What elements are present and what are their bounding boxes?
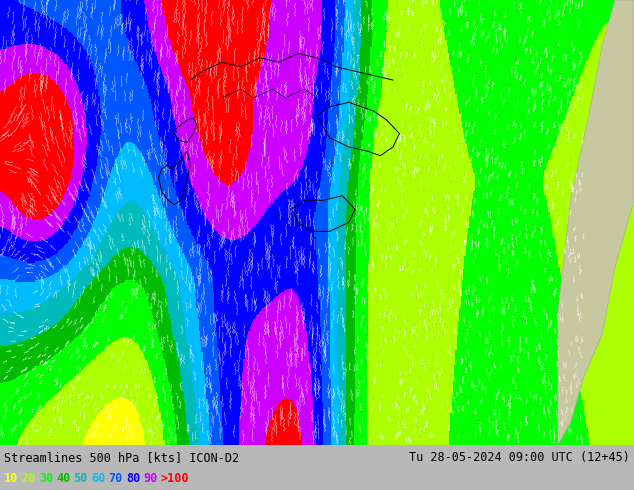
Text: 20: 20 xyxy=(22,472,36,486)
Text: 30: 30 xyxy=(39,472,53,486)
Text: 60: 60 xyxy=(91,472,105,486)
Text: 80: 80 xyxy=(126,472,140,486)
Text: Streamlines 500 hPa [kts] ICON-D2: Streamlines 500 hPa [kts] ICON-D2 xyxy=(4,451,239,465)
Text: 70: 70 xyxy=(108,472,122,486)
Text: >100: >100 xyxy=(160,472,189,486)
Text: 10: 10 xyxy=(4,472,18,486)
Text: Tu 28-05-2024 09:00 UTC (12+45): Tu 28-05-2024 09:00 UTC (12+45) xyxy=(409,451,630,465)
Polygon shape xyxy=(558,0,634,445)
Text: 90: 90 xyxy=(143,472,157,486)
Text: 40: 40 xyxy=(56,472,70,486)
Text: 50: 50 xyxy=(74,472,88,486)
